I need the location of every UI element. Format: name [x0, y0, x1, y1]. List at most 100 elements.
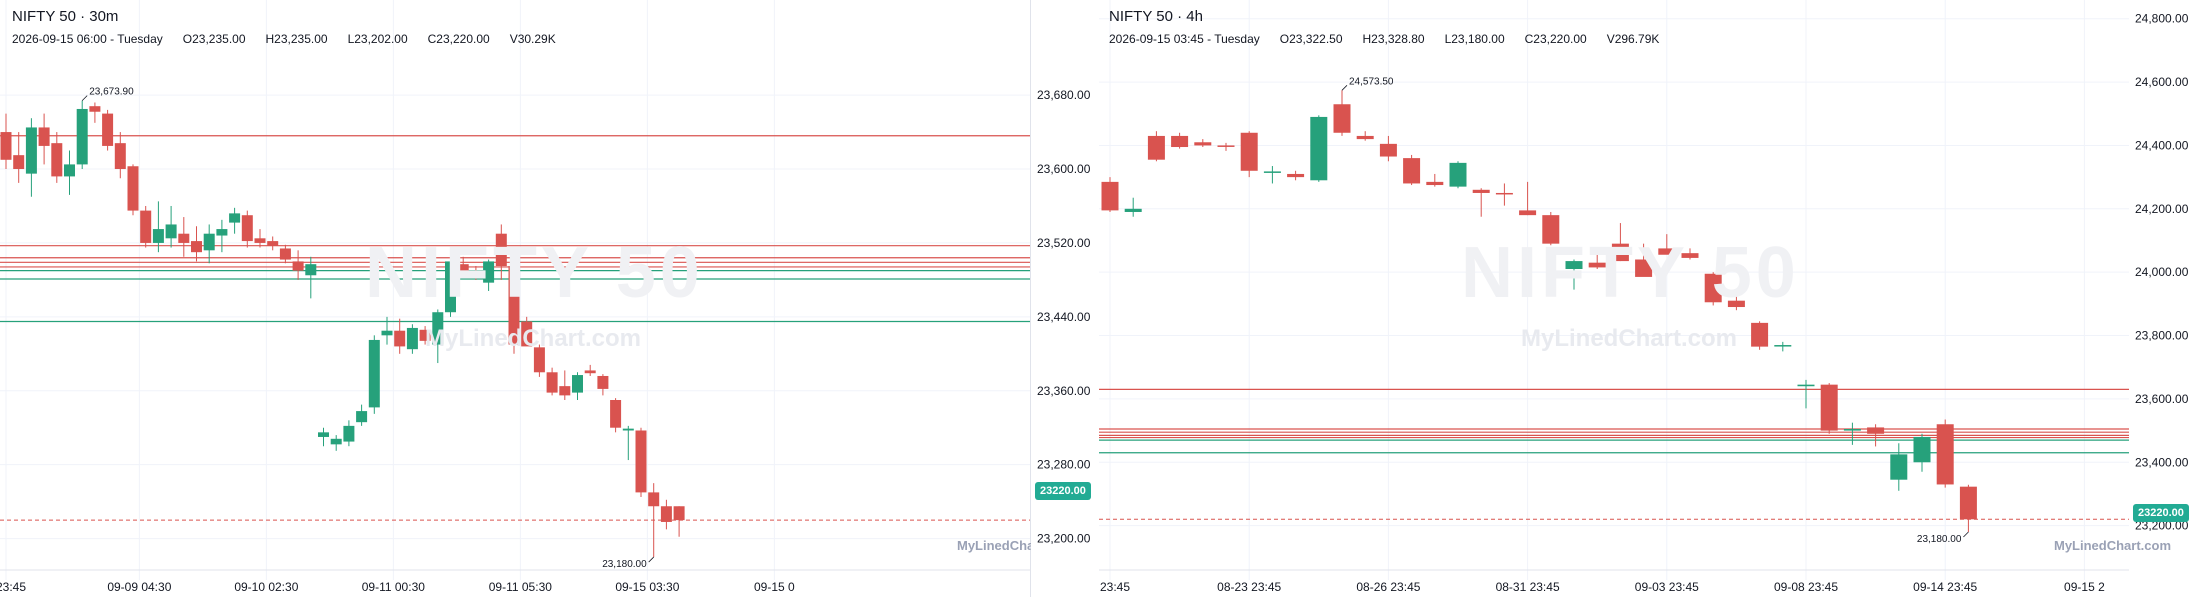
y-tick-label: 24,600.00 — [2135, 75, 2189, 89]
candle-body — [1936, 424, 1954, 485]
candle-body — [1194, 142, 1212, 146]
candle-body — [559, 386, 571, 396]
watermark-site: MyLinedChart.com — [1521, 325, 1738, 352]
candle-body — [622, 428, 634, 431]
candle-body — [533, 347, 545, 373]
candle-body — [127, 166, 139, 211]
high-annotation: 24,573.50 — [1349, 76, 1394, 87]
candle-body — [368, 339, 380, 408]
candle-body — [229, 213, 241, 223]
y-tick-label: 24,000.00 — [2135, 265, 2189, 279]
x-tick-label: 09-11 00:30 — [362, 580, 425, 594]
y-tick-label: 23,200.00 — [2135, 519, 2189, 533]
candle-body — [1287, 173, 1305, 178]
candle-body — [356, 411, 368, 423]
candle-body — [89, 106, 101, 112]
candle-body — [495, 233, 507, 267]
candle-body — [660, 506, 672, 522]
candle-body — [1611, 243, 1629, 262]
y-tick-label: 23,600.00 — [2135, 392, 2189, 406]
candle-body — [1217, 145, 1235, 147]
candle-body — [1171, 135, 1189, 148]
candle-body — [305, 264, 317, 276]
chart-panel-30m[interactable]: 23,673.90 23,180.00 8 23:45 09-09 04:30 09-1… — [0, 0, 1074, 597]
candle-body — [1472, 189, 1490, 193]
y-tick-label: 24,200.00 — [2135, 202, 2189, 216]
watermark-site: MyLinedChart.com — [425, 325, 642, 352]
candle-body — [1565, 261, 1583, 270]
y-tick-label: 24,800.00 — [2135, 12, 2189, 26]
x-tick-label: 09-15 2 — [2064, 580, 2105, 594]
low-annotation-pointer — [1963, 531, 1969, 538]
ohlc-low: L23,202.00 — [347, 32, 408, 46]
ohlc-close: C23,220.00 — [1524, 32, 1587, 46]
candle-body — [1751, 322, 1769, 347]
candle-body — [152, 229, 164, 243]
ohlc-readout: 2026-09-15 03:45 - Tuesday O23,322.50 H23,… — [1109, 32, 1679, 46]
candle-body — [292, 261, 304, 271]
x-tick-label: 09-15 03:30 — [615, 580, 679, 594]
y-tick-label: 23,800.00 — [2135, 329, 2189, 343]
chart-title: NIFTY 50 · 30m — [12, 8, 119, 25]
candle-body — [1101, 181, 1119, 211]
candle-body — [1124, 208, 1142, 212]
candle-body — [254, 238, 266, 243]
ohlc-open: O23,322.50 — [1279, 32, 1343, 46]
candle-body — [1727, 300, 1745, 308]
x-tick-label: 09-08 23:45 — [1774, 580, 1838, 594]
candle-body — [1913, 436, 1931, 463]
candle-body — [343, 425, 355, 442]
footer-site: MyLinedChart.com — [2054, 538, 2172, 553]
x-tick-label: 09-03 23:45 — [1635, 580, 1699, 594]
candle-body — [381, 330, 393, 336]
candle-body — [267, 241, 279, 246]
candle-body — [330, 438, 342, 445]
ohlc-date: 2026-09-15 03:45 - Tuesday — [1109, 32, 1260, 46]
candle-body — [191, 241, 202, 253]
candle-body — [572, 375, 583, 393]
candle-body — [1820, 384, 1838, 431]
current-price-tag: 23220.00 — [2133, 504, 2189, 522]
candlestick-chart-30m[interactable]: 23,673.90 23,180.00 8 23:45 09-09 04:30 09-1… — [0, 0, 1030, 597]
candle-body — [203, 233, 215, 251]
candle-body — [470, 272, 482, 277]
high-annotation: 23,673.90 — [89, 87, 134, 98]
chart-panel-4h[interactable]: 24,573.50 23,180.00 8 23:45 08-23 23:45 08-2… — [1099, 0, 2196, 597]
price-axis-30m[interactable]: 23,680.00 23,600.00 23,520.00 23,440.00 23,3… — [1031, 0, 1099, 597]
candle-body — [508, 266, 520, 345]
y-tick-label: 23,400.00 — [2135, 455, 2189, 469]
ohlc-open: O23,235.00 — [182, 32, 246, 46]
candle-body — [1333, 104, 1351, 133]
watermark-symbol: NIFTY 50 — [365, 233, 704, 313]
candlestick-chart-4h[interactable]: 24,573.50 23,180.00 8 23:45 08-23 23:45 08-2… — [1099, 0, 2196, 597]
x-tick-label: 08-26 23:45 — [1356, 580, 1420, 594]
candle-body — [1867, 427, 1885, 434]
y-tick-label: 23,360.00 — [1037, 384, 1091, 398]
candle-body — [1449, 162, 1467, 187]
price-axis-svg-30m: 23,680.00 23,600.00 23,520.00 23,440.00 23,3… — [1037, 88, 1091, 546]
candle-body — [1797, 384, 1815, 387]
candle-body — [1379, 143, 1397, 157]
candle-body — [1843, 429, 1861, 431]
candle-body — [1263, 171, 1281, 173]
candle-body — [241, 215, 253, 242]
ohlc-high: H23,235.00 — [265, 32, 328, 46]
candle-body — [318, 432, 329, 437]
low-annotation-pointer — [648, 556, 654, 563]
x-tick-label: 09-11 05:30 — [489, 580, 552, 594]
x-tick-label: 09-09 04:30 — [107, 580, 171, 594]
candle-body — [648, 492, 660, 507]
x-tick-label: 09-14 23:45 — [1913, 580, 1977, 594]
y-tick-label: 23,200.00 — [1037, 532, 1091, 546]
candle-body — [1519, 210, 1537, 216]
ohlc-date: 2026-09-15 06:00 - Tuesday — [12, 32, 163, 46]
candle-body — [1588, 262, 1606, 268]
current-price-tag: 23220.00 — [1035, 482, 1091, 500]
candle-body — [419, 329, 431, 341]
candle-body — [1774, 345, 1792, 347]
low-annotation: 23,180.00 — [1917, 534, 1962, 545]
candle-body — [51, 143, 63, 177]
candle-body — [457, 264, 469, 273]
y-tick-label: 24,400.00 — [2135, 138, 2189, 152]
candle-body — [635, 430, 647, 493]
